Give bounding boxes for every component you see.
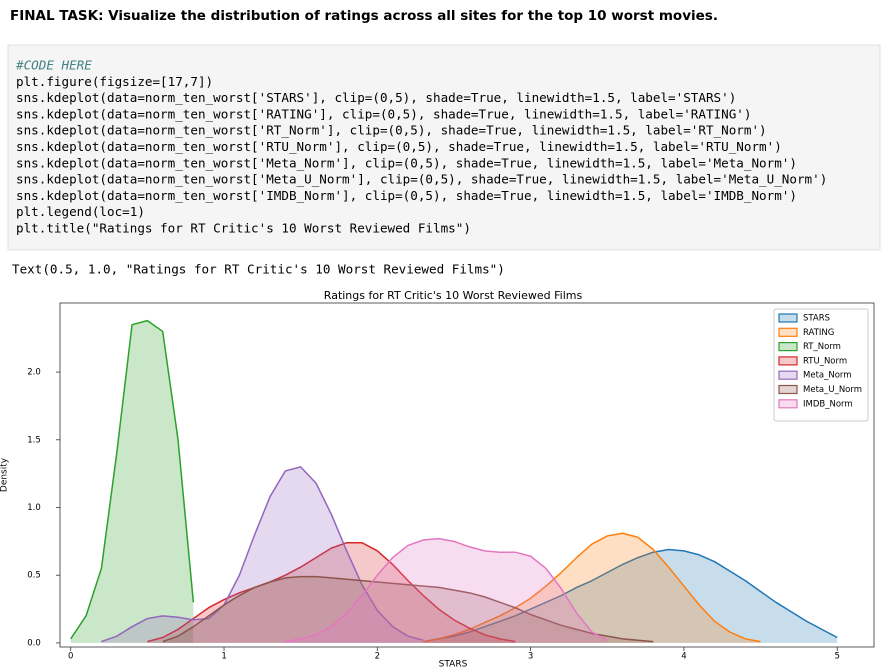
y-tick-label: 0.0	[27, 638, 41, 648]
legend: STARS RATING RT_Norm RTU_Norm Meta_Norm Meta_…	[773, 308, 869, 422]
density-area	[70, 320, 194, 643]
code-line: sns.kdeplot(data=norm_ten_worst['RT_Norm…	[16, 123, 767, 138]
density-area	[285, 538, 608, 643]
code-line: sns.kdeplot(data=norm_ten_worst['STARS']…	[16, 90, 736, 105]
legend-swatch	[778, 327, 798, 337]
density-line	[423, 548, 838, 643]
x-tick-label: 0	[68, 652, 73, 662]
legend-swatch	[778, 356, 798, 366]
density-line	[101, 466, 424, 643]
y-tick-label: 1.0	[27, 503, 41, 513]
cell-output: Text(0.5, 1.0, "Ratings for RT Critic's …	[12, 262, 505, 277]
x-tick-label: 5	[834, 652, 839, 662]
legend-swatch	[778, 399, 798, 409]
density-line	[162, 575, 654, 643]
x-tick-label: 4	[681, 652, 686, 662]
x-tick-label: 3	[528, 652, 533, 662]
density-line	[70, 319, 195, 640]
code-line: plt.title("Ratings for RT Critic's 10 Wo…	[16, 221, 471, 236]
code-line: sns.kdeplot(data=norm_ten_worst['Meta_U_…	[16, 172, 827, 187]
density-area	[423, 549, 838, 643]
density-line	[285, 537, 608, 643]
axes-frame	[59, 302, 875, 648]
code-line: #CODE HERE	[15, 58, 92, 73]
y-tick-label: 0.5	[27, 571, 41, 581]
code-line: sns.kdeplot(data=norm_ten_worst['RTU_Nor…	[16, 139, 782, 154]
density-area	[162, 576, 654, 643]
legend-label: Meta_U_Norm	[803, 385, 862, 395]
code-line: sns.kdeplot(data=norm_ten_worst['RATING'…	[16, 106, 751, 121]
x-tick-label: 2	[375, 652, 380, 662]
legend-label: RATING	[803, 328, 834, 338]
code-line: plt.legend(loc=1)	[16, 204, 145, 219]
density-line	[423, 532, 761, 643]
legend-label: RT_Norm	[803, 342, 841, 352]
x-tick-label: 1	[221, 652, 226, 662]
code-line: sns.kdeplot(data=norm_ten_worst['IMDB_No…	[16, 188, 797, 203]
density-area	[101, 466, 424, 643]
code-line: plt.figure(figsize=[17,7])	[16, 74, 213, 89]
density-line	[147, 541, 516, 643]
code-cell[interactable]	[7, 44, 881, 251]
task-heading: FINAL TASK: Visualize the distribution o…	[10, 8, 718, 24]
plot-area: 0 1 2 3 4 5 0.0 0.5 1.0 1.5 2.0	[27, 319, 840, 662]
legend-label: RTU_Norm	[803, 356, 847, 366]
legend-swatch	[778, 313, 798, 323]
legend-label: Meta_Norm	[803, 371, 852, 381]
legend-swatch	[778, 342, 798, 352]
legend-swatch	[778, 384, 798, 395]
x-axis-label: STARS	[439, 660, 468, 668]
legend-label: IMDB_Norm	[803, 399, 853, 409]
code-line: sns.kdeplot(data=norm_ten_worst['Meta_No…	[16, 155, 797, 170]
y-tick-label: 1.5	[27, 435, 41, 445]
density-area	[147, 542, 516, 643]
density-area	[423, 533, 761, 643]
y-tick-label: 2.0	[27, 368, 41, 378]
legend-swatch	[778, 370, 798, 380]
y-axis-label: Density	[0, 457, 10, 492]
chart-title: Ratings for RT Critic's 10 Worst Reviewe…	[324, 289, 583, 302]
legend-label: STARS	[803, 314, 830, 324]
code-lines: #CODE HEREplt.figure(figsize=[17,7])sns.…	[15, 58, 827, 236]
